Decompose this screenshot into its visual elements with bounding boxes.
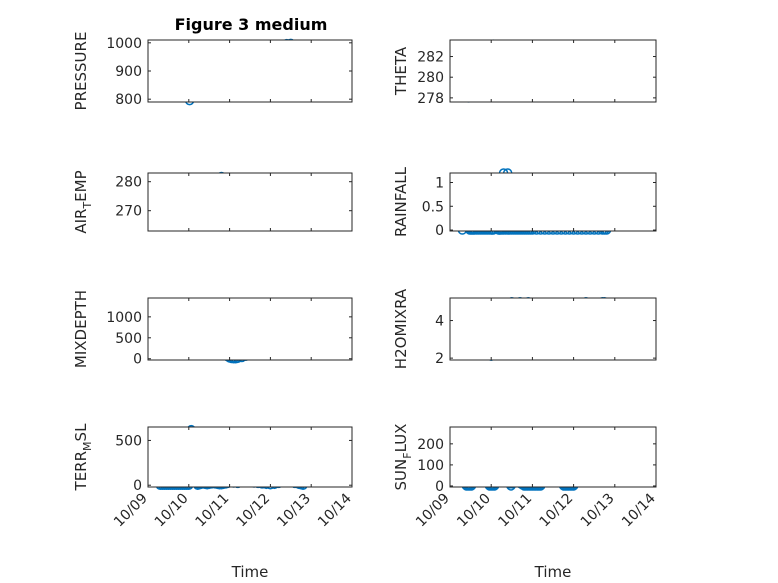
y-tick-label: 278 <box>417 91 444 107</box>
y-axis-label: SUNFLUX <box>392 424 414 491</box>
x-tick-label: 10/14 <box>619 490 659 530</box>
subplot-theta: 278 280 282 THETA <box>392 39 657 107</box>
axes-frame <box>449 297 657 361</box>
axes-frame <box>147 426 353 488</box>
y-axis-label: THETA <box>392 46 410 96</box>
y-tick-label: 0 <box>133 478 142 494</box>
y-tick-label: 200 <box>417 437 444 453</box>
y-tick-label: 282 <box>417 50 444 66</box>
axes-frame <box>449 39 657 103</box>
y-tick-label: 2 <box>435 351 444 367</box>
y-tick-label: 500 <box>115 433 142 449</box>
y-tick-label: 100 <box>417 458 444 474</box>
y-tick-label: 0 <box>133 352 142 368</box>
axes-frame <box>147 39 353 103</box>
y-tick-label: 0 <box>435 479 444 495</box>
x-axis-label: Time <box>534 563 572 581</box>
y-axis-label: MIXDEPTH <box>72 290 90 368</box>
y-tick-label: 500 <box>115 331 142 347</box>
y-tick-label: 900 <box>115 64 142 80</box>
x-tick-label: 10/14 <box>315 490 355 530</box>
y-axis-label: TERRMSL <box>72 423 94 492</box>
y-tick-label: 4 <box>435 314 444 330</box>
subplot-mixdepth: 0 500 1000 MIXDEPTH <box>72 290 353 368</box>
y-tick-label: 800 <box>115 92 142 108</box>
axes-frame <box>147 172 353 232</box>
y-tick-label: 280 <box>115 175 142 191</box>
axes-frame <box>147 297 353 361</box>
x-tick-label: 10/12 <box>233 491 273 531</box>
subplot-air_temp: 270 280 AIRTEMP <box>72 170 353 234</box>
y-tick-label: 1000 <box>106 36 142 52</box>
y-tick-label: 1000 <box>106 310 142 326</box>
y-axis-label: RAINFALL <box>392 166 410 237</box>
x-tick-label: 10/09 <box>413 491 453 531</box>
y-axis-label: H2OMIXRA <box>392 288 410 369</box>
subplot-sunflux: 0 100 200 10/09 10/10 10/11 10/12 10/13 10/14 Tim… <box>392 424 659 581</box>
y-tick-label: 0 <box>435 223 444 239</box>
y-tick-label: 0.5 <box>422 199 444 215</box>
y-tick-label: 1 <box>435 176 444 192</box>
y-tick-label: 280 <box>417 70 444 86</box>
subplot-rainfall: 0 0.5 1 RAINFALL <box>392 166 657 239</box>
x-tick-label: 10/13 <box>274 491 314 531</box>
x-tick-label: 10/13 <box>578 491 618 531</box>
x-tick-label: 10/09 <box>111 491 151 531</box>
y-tick-label: 270 <box>115 204 142 220</box>
x-tick-label: 10/12 <box>537 491 577 531</box>
y-axis-label: AIRTEMP <box>72 170 94 233</box>
subplot-terr_msl: 0 500 10/09 10/10 10/11 10/12 10/13 10/14 Time TE… <box>72 423 355 581</box>
subplot-pressure: 800 900 1000 PRESSURE <box>72 32 353 111</box>
x-tick-label: 10/10 <box>152 491 192 531</box>
axes-frame <box>449 426 657 488</box>
axes-frame <box>449 172 657 232</box>
y-axis-label: PRESSURE <box>72 32 90 111</box>
x-tick-label: 10/10 <box>454 491 494 531</box>
x-tick-label: 10/11 <box>193 491 233 531</box>
figure-title: Figure 3 medium <box>175 15 328 34</box>
x-axis-label: Time <box>231 563 269 581</box>
subplot-h2omixra: 2 4 H2OMIXRA <box>392 288 657 369</box>
x-tick-label: 10/11 <box>495 491 535 531</box>
